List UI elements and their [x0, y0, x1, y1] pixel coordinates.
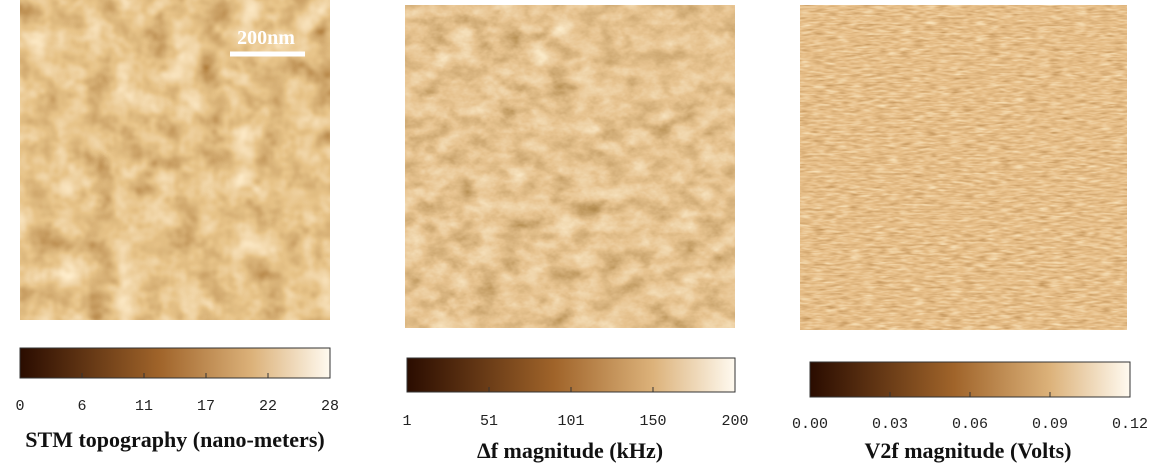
tick-label: 6 [77, 398, 86, 415]
scale-label: 200nm [237, 27, 295, 49]
colorbar [406, 357, 736, 393]
tick-label: 0.09 [1032, 416, 1068, 433]
df-image [405, 5, 735, 328]
tick-label: 11 [135, 398, 153, 415]
tick-label: 51 [480, 413, 498, 430]
caption: STM topography (nano-meters) [25, 427, 324, 452]
colorbar [809, 361, 1131, 398]
caption: V2f magnitude (Volts) [865, 438, 1072, 463]
tick-label: 1 [402, 413, 411, 430]
tick-label: 22 [259, 398, 277, 415]
tick-label: 0.00 [792, 416, 828, 433]
caption: Δf magnitude (kHz) [477, 438, 663, 463]
tick-label: 101 [557, 413, 584, 430]
tick-label: 0.12 [1112, 416, 1148, 433]
tick-label: 150 [639, 413, 666, 430]
tick-label: 0.03 [872, 416, 908, 433]
tick-label: 200 [721, 413, 748, 430]
tick-label: 17 [197, 398, 215, 415]
tick-label: 28 [321, 398, 339, 415]
colorbar [19, 347, 331, 379]
tick-label: 0.06 [952, 416, 988, 433]
tick-label: 0 [15, 398, 24, 415]
v2f-image [800, 5, 1127, 330]
